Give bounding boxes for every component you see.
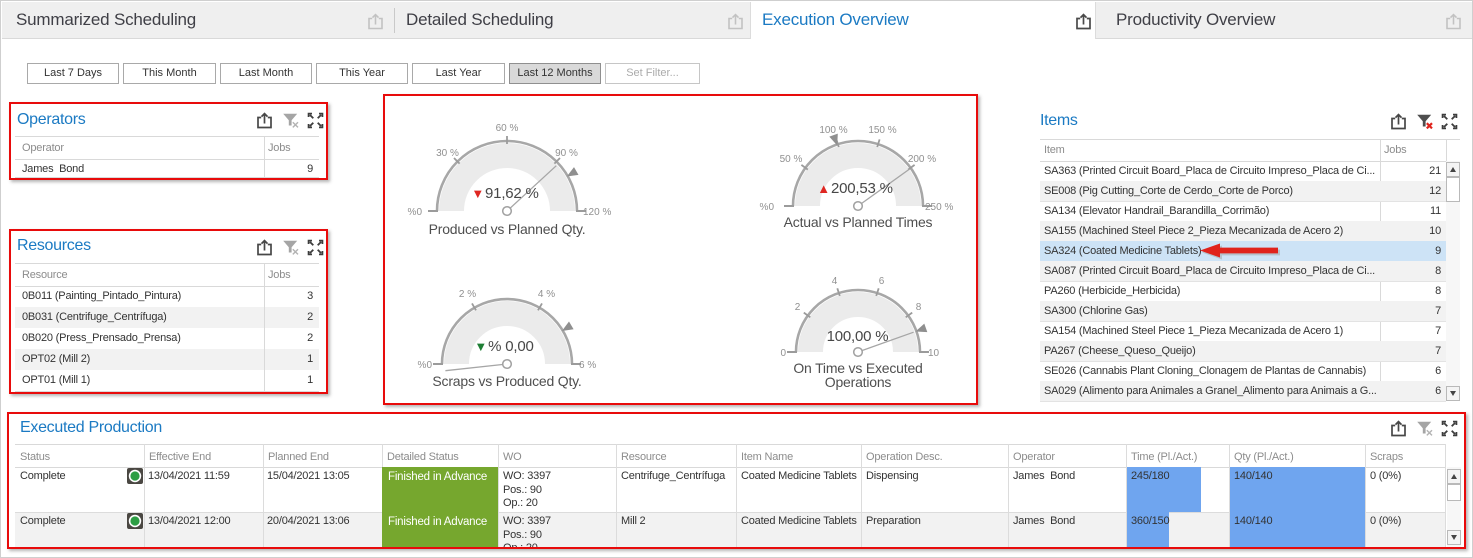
svg-text:60 %: 60 % <box>496 123 519 134</box>
svg-text:150 %: 150 % <box>868 125 896 136</box>
svg-text:%0: %0 <box>408 207 423 218</box>
svg-text:%0: %0 <box>760 202 775 213</box>
svg-text:120 %: 120 % <box>583 207 611 218</box>
svg-text:6: 6 <box>879 276 885 287</box>
svg-text:250 %: 250 % <box>925 202 953 213</box>
svg-text:30 %: 30 % <box>436 148 459 159</box>
svg-text:6 %: 6 % <box>579 360 596 371</box>
svg-text:%0: %0 <box>418 360 433 371</box>
svg-text:2 %: 2 % <box>459 289 476 300</box>
svg-text:Actual vs Planned Times: Actual vs Planned Times <box>784 214 933 230</box>
svg-text:Produced vs Planned Qty.: Produced vs Planned Qty. <box>429 221 586 237</box>
svg-text:10: 10 <box>928 348 940 359</box>
svg-text:4: 4 <box>832 276 838 287</box>
svg-text:2: 2 <box>795 302 801 313</box>
svg-text:▼ % 0,00: ▼ % 0,00 <box>474 338 533 355</box>
svg-text:▼ 91,62 %: ▼ 91,62 % <box>471 185 538 202</box>
svg-text:100,00 %: 100,00 % <box>827 328 889 345</box>
svg-text:Operations: Operations <box>825 374 892 390</box>
svg-text:90 %: 90 % <box>555 148 578 159</box>
svg-text:50 %: 50 % <box>780 154 803 165</box>
svg-text:0: 0 <box>780 348 786 359</box>
svg-text:100 %: 100 % <box>819 125 847 136</box>
svg-text:200 %: 200 % <box>908 154 936 165</box>
svg-text:4 %: 4 % <box>538 289 555 300</box>
svg-text:On Time vs Executed: On Time vs Executed <box>793 360 922 376</box>
svg-text:8: 8 <box>916 302 922 313</box>
svg-text:Scraps vs Produced Qty.: Scraps vs Produced Qty. <box>432 373 581 389</box>
svg-text:▲ 200,53 %: ▲ 200,53 % <box>817 180 893 197</box>
